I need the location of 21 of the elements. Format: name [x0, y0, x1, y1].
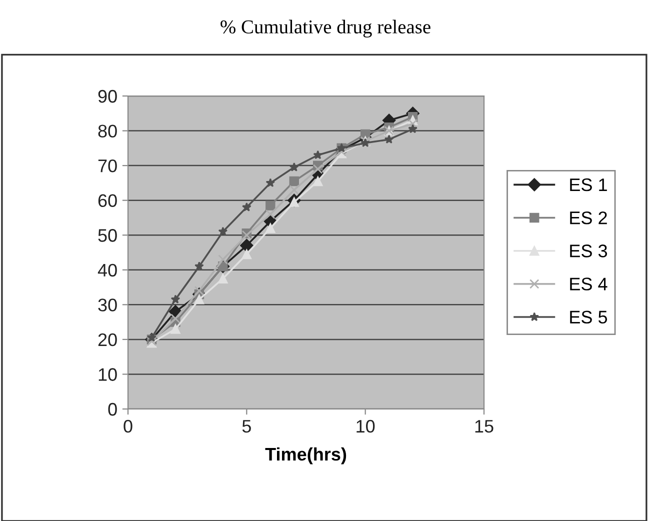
- legend-label: ES 3: [570, 244, 608, 258]
- x-tick-label: 15: [475, 420, 494, 433]
- y-tick-label: 80: [98, 124, 117, 138]
- y-tick-label: 90: [98, 90, 117, 103]
- x-tick-label: 10: [356, 420, 375, 433]
- legend-label: ES 1: [570, 178, 607, 192]
- legend-label: ES 4: [570, 278, 608, 290]
- x-tick-label: 5: [242, 420, 251, 433]
- y-tick-label: 10: [98, 368, 117, 381]
- chart-title: % Cumulative drug release: [220, 20, 430, 38]
- y-tick-label: 70: [98, 159, 117, 172]
- y-tick-label: 20: [98, 333, 117, 346]
- y-tick-label: 50: [98, 229, 117, 242]
- x-axis-title: Time(hrs): [265, 447, 346, 464]
- y-tick-label: 40: [98, 264, 117, 277]
- x-tick-label: 0: [124, 420, 132, 433]
- legend-label: ES 2: [570, 211, 607, 224]
- y-tick-label: 60: [98, 194, 117, 208]
- y-tick-label: 0: [108, 402, 117, 416]
- legend-label: ES 5: [570, 310, 608, 324]
- y-tick-label: 30: [98, 298, 117, 312]
